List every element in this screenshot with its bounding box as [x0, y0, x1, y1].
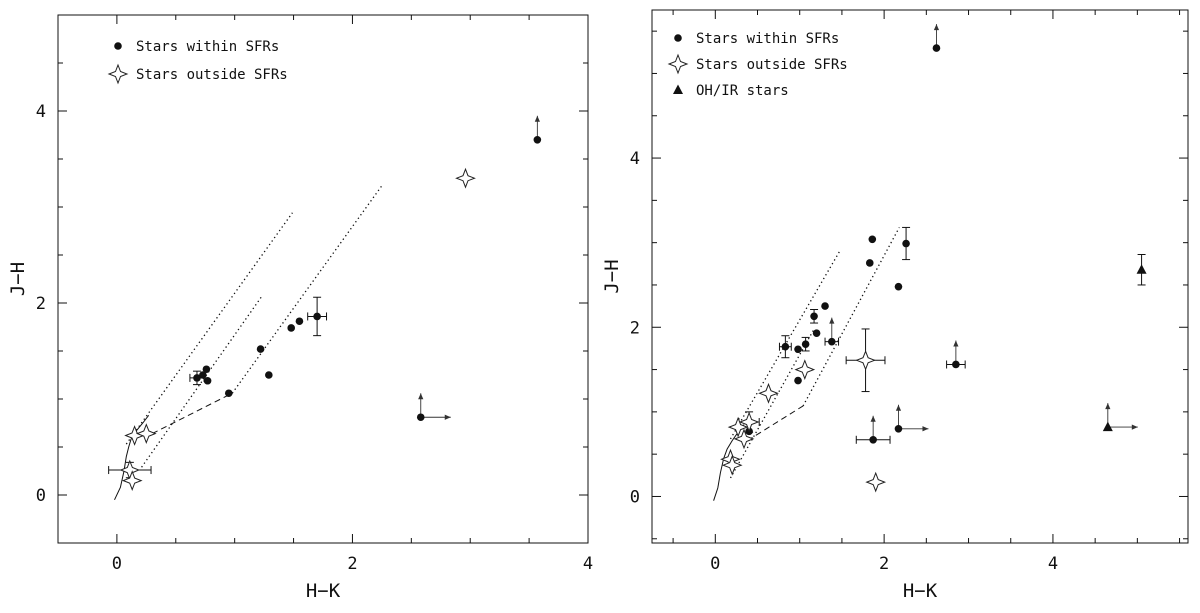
legend-symbol-circle	[674, 34, 682, 42]
data-point-circle	[810, 312, 818, 321]
data-point-circle	[199, 371, 207, 379]
legend-symbol-triangle	[673, 84, 683, 94]
dotted-curve	[141, 295, 263, 468]
data-point-circle	[794, 345, 802, 354]
data-point-circle	[224, 389, 233, 398]
data-point-triangle	[1102, 421, 1113, 432]
data-point-star4	[135, 423, 157, 444]
data-point-circle	[794, 376, 802, 385]
legend-label: Stars within SFRs	[136, 39, 279, 55]
legend-label: Stars outside SFRs	[696, 57, 848, 73]
x-tick-label: 2	[347, 554, 357, 574]
dotted-curve	[802, 227, 900, 407]
data-point-circle	[812, 329, 821, 337]
left-panel: 0 2 4 0 2 4 H−K J−H Stars within SFRs Stars outsi…	[7, 14, 593, 602]
legend-label: OH/IR stars	[696, 83, 789, 99]
plot-frame	[57, 14, 589, 544]
lower-limit-arrow-right-head	[1131, 424, 1138, 430]
lower-limit-arrow-up-head	[829, 317, 835, 324]
y-tick-label: 0	[630, 487, 640, 507]
y-axis-label: J−H	[7, 262, 29, 296]
data-point-circle	[894, 282, 903, 291]
lower-limit-arrow-up-head	[1105, 403, 1111, 410]
data-point-circle	[865, 259, 874, 267]
data-point-star4	[738, 411, 760, 433]
data-point-star4	[758, 382, 779, 404]
lower-limit-arrow-up-head	[418, 393, 424, 400]
data-point-star4	[727, 416, 749, 438]
legend-label: Stars within SFRs	[696, 31, 839, 47]
x-tick-label: 0	[710, 554, 720, 574]
right-panel: 0 2 4 0 2 4 H−K J−H Stars within SFRs Stars outsi…	[601, 9, 1189, 602]
dashed-curve	[151, 392, 233, 435]
data-point-circle	[902, 239, 910, 248]
data-point-circle	[193, 374, 201, 382]
data-point-star4	[121, 470, 143, 491]
dotted-curve	[729, 328, 815, 479]
data-point-circle	[952, 360, 960, 369]
data-point-circle	[827, 337, 836, 346]
x-tick-label: 4	[1048, 554, 1058, 574]
x-tick-label: 2	[879, 554, 889, 574]
data-point-circle	[287, 324, 296, 332]
x-tick-label: 4	[583, 554, 593, 574]
plot-frame	[651, 9, 1189, 544]
data-point-circle	[533, 136, 542, 144]
dotted-curve	[231, 183, 384, 394]
data-point-circle	[821, 302, 829, 310]
solid-curve	[114, 414, 150, 501]
data-point-circle	[801, 340, 810, 348]
data-point-circle	[256, 345, 265, 353]
data-point-star4	[865, 471, 887, 493]
data-point-circle	[313, 312, 321, 321]
x-tick-label: 0	[112, 554, 122, 574]
data-point-circle	[868, 235, 877, 244]
data-point-star4	[455, 167, 476, 189]
lower-limit-arrow-up-head	[534, 115, 540, 122]
data-point-circle	[894, 424, 903, 433]
lower-limit-arrow-up-head	[895, 404, 902, 411]
data-point-circle	[265, 371, 273, 379]
legend-symbol-star4	[107, 63, 129, 85]
data-point-triangle	[1136, 264, 1147, 274]
lower-limit-arrow-up-head	[933, 24, 940, 31]
lower-limit-arrow-up-head	[953, 340, 959, 347]
lower-limit-arrow-right-head	[922, 426, 929, 432]
y-axis-label: J−H	[601, 259, 623, 293]
x-axis-label: H−K	[903, 580, 938, 602]
dotted-curve	[729, 249, 841, 440]
data-point-circle	[202, 365, 211, 374]
data-point-circle	[203, 376, 212, 385]
legend-symbol-star4	[667, 53, 689, 75]
data-point-circle	[416, 413, 425, 422]
y-tick-label: 0	[36, 486, 46, 506]
y-tick-label: 2	[630, 318, 640, 338]
legend-symbol-circle	[114, 42, 122, 50]
y-tick-label: 2	[36, 294, 46, 314]
data-point-star4	[855, 349, 876, 371]
lower-limit-arrow-up-head	[870, 415, 876, 422]
data-point-star4	[794, 359, 816, 380]
y-tick-label: 4	[630, 149, 640, 169]
data-point-star4	[721, 454, 743, 476]
data-point-circle	[932, 44, 941, 52]
dashed-curve	[747, 405, 804, 442]
data-point-circle	[295, 317, 304, 326]
x-axis-label: H−K	[306, 580, 341, 602]
legend-label: Stars outside SFRs	[136, 67, 288, 83]
data-point-star4	[733, 428, 755, 450]
lower-limit-arrow-right-head	[444, 414, 451, 420]
data-point-circle	[869, 435, 877, 444]
dotted-curve	[125, 212, 293, 445]
data-point-circle	[781, 342, 790, 351]
data-point-star4	[119, 459, 141, 481]
y-tick-label: 4	[36, 102, 46, 122]
